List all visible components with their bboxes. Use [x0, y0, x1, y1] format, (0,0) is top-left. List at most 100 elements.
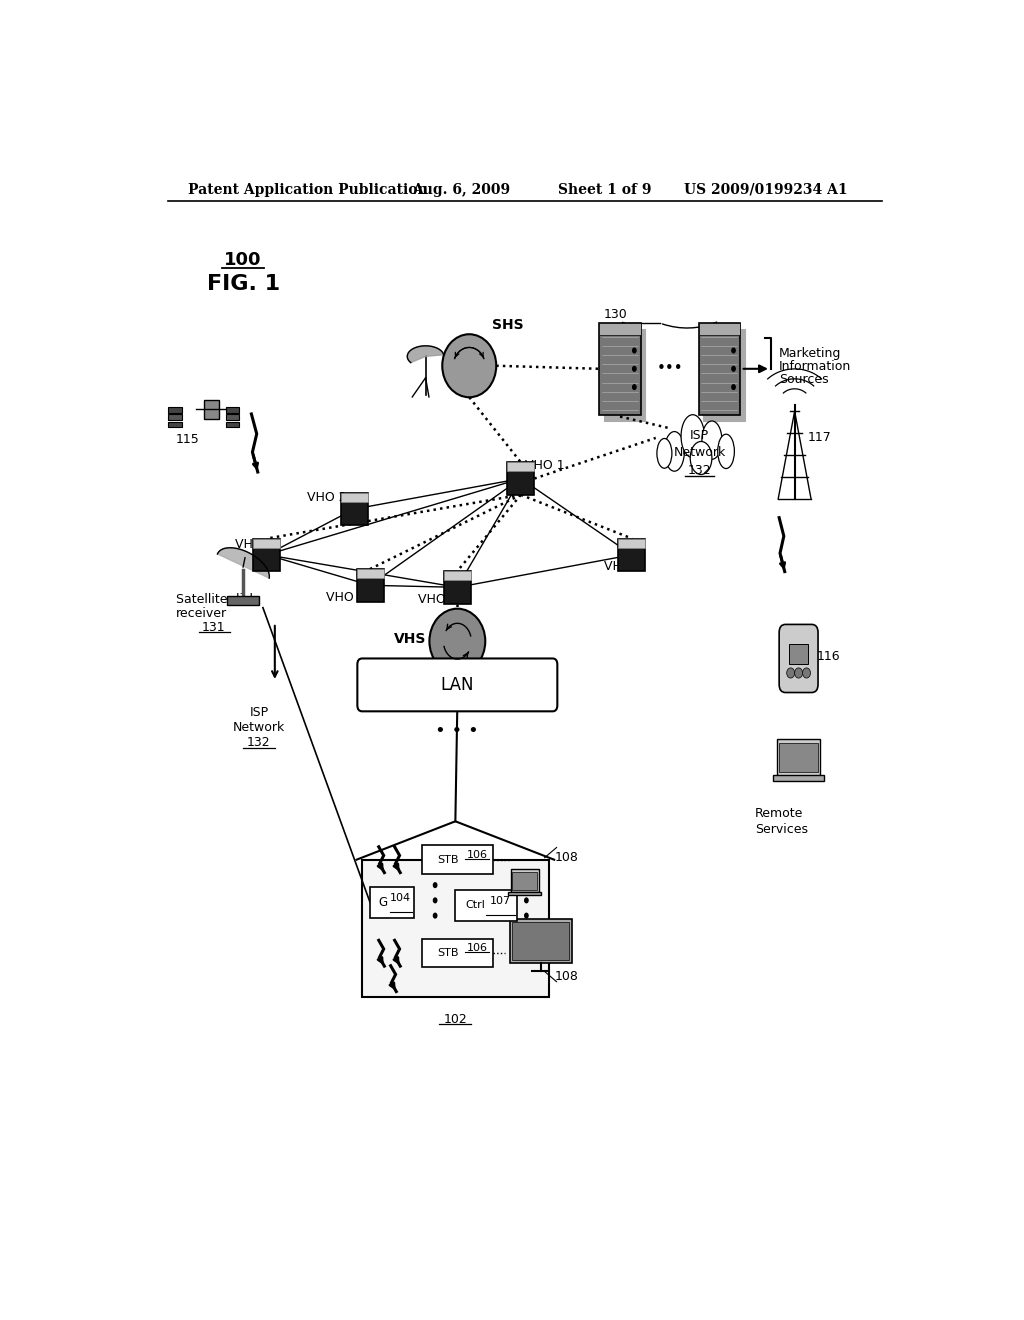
Polygon shape: [217, 548, 269, 578]
Circle shape: [433, 898, 437, 903]
FancyBboxPatch shape: [225, 422, 240, 428]
FancyBboxPatch shape: [341, 492, 368, 502]
Text: STB: STB: [437, 855, 459, 865]
FancyBboxPatch shape: [253, 539, 281, 548]
Text: FIG. 1: FIG. 1: [207, 275, 280, 294]
FancyBboxPatch shape: [512, 921, 569, 961]
FancyBboxPatch shape: [168, 414, 182, 420]
Text: 130: 130: [604, 308, 628, 321]
FancyBboxPatch shape: [779, 743, 818, 772]
Text: Satellite dish: Satellite dish: [176, 593, 257, 606]
Text: Aug. 6, 2009: Aug. 6, 2009: [412, 183, 510, 197]
Circle shape: [786, 668, 795, 678]
FancyBboxPatch shape: [507, 462, 535, 495]
FancyBboxPatch shape: [357, 659, 557, 711]
FancyBboxPatch shape: [511, 869, 539, 892]
Text: SHS: SHS: [492, 318, 523, 333]
FancyBboxPatch shape: [422, 939, 494, 968]
FancyBboxPatch shape: [508, 891, 542, 895]
Text: 131: 131: [202, 622, 225, 635]
Text: ISP: ISP: [690, 429, 709, 442]
Text: Information: Information: [778, 360, 851, 374]
FancyBboxPatch shape: [443, 572, 471, 581]
Text: VHS: VHS: [393, 632, 426, 647]
Text: 116: 116: [817, 649, 841, 663]
Ellipse shape: [718, 434, 734, 469]
Ellipse shape: [701, 421, 722, 459]
Circle shape: [632, 366, 637, 372]
Text: Network: Network: [232, 721, 285, 734]
FancyBboxPatch shape: [356, 569, 384, 578]
Circle shape: [795, 668, 803, 678]
FancyBboxPatch shape: [510, 919, 571, 964]
Text: 102: 102: [443, 1012, 467, 1026]
Text: 106: 106: [467, 850, 487, 859]
FancyBboxPatch shape: [227, 597, 259, 606]
Circle shape: [632, 384, 637, 391]
Text: G: G: [379, 896, 388, 909]
Text: ISP: ISP: [250, 706, 268, 719]
Circle shape: [524, 882, 528, 888]
FancyBboxPatch shape: [599, 323, 641, 335]
FancyBboxPatch shape: [168, 407, 182, 413]
Text: 100: 100: [224, 251, 262, 269]
Text: Sheet 1 of 9: Sheet 1 of 9: [558, 183, 651, 197]
Text: Ctrl: Ctrl: [466, 900, 485, 911]
Ellipse shape: [690, 441, 712, 474]
Text: 132: 132: [247, 737, 270, 750]
FancyBboxPatch shape: [362, 859, 549, 997]
FancyBboxPatch shape: [788, 644, 808, 664]
Circle shape: [731, 347, 736, 354]
FancyBboxPatch shape: [698, 323, 740, 335]
Circle shape: [731, 384, 736, 391]
Text: VHO 5: VHO 5: [418, 593, 458, 606]
FancyBboxPatch shape: [604, 329, 645, 421]
Text: 117: 117: [807, 432, 831, 445]
Text: VHO 6: VHO 6: [604, 561, 644, 573]
Ellipse shape: [656, 438, 672, 469]
FancyBboxPatch shape: [204, 400, 219, 420]
Text: Marketing: Marketing: [778, 347, 841, 360]
Ellipse shape: [429, 609, 485, 673]
FancyBboxPatch shape: [253, 539, 281, 572]
FancyBboxPatch shape: [618, 539, 645, 572]
FancyBboxPatch shape: [777, 739, 820, 776]
FancyBboxPatch shape: [341, 492, 368, 525]
Text: 108: 108: [555, 851, 579, 865]
FancyBboxPatch shape: [599, 323, 641, 414]
FancyBboxPatch shape: [422, 846, 494, 874]
Ellipse shape: [665, 432, 684, 471]
Text: 104: 104: [390, 894, 412, 903]
FancyBboxPatch shape: [618, 539, 645, 548]
Text: receiver: receiver: [176, 607, 226, 620]
Ellipse shape: [681, 414, 705, 458]
FancyBboxPatch shape: [455, 890, 517, 921]
Circle shape: [524, 912, 528, 919]
FancyBboxPatch shape: [779, 624, 818, 693]
Text: Network: Network: [673, 446, 726, 458]
FancyBboxPatch shape: [356, 569, 384, 602]
Text: 132: 132: [687, 463, 712, 477]
FancyBboxPatch shape: [507, 462, 535, 471]
Circle shape: [524, 898, 528, 903]
Ellipse shape: [442, 334, 497, 397]
Text: STB: STB: [437, 948, 459, 958]
Text: Services: Services: [755, 822, 808, 836]
FancyBboxPatch shape: [225, 414, 240, 420]
Text: Sources: Sources: [778, 374, 828, 387]
Text: 115: 115: [176, 433, 200, 446]
Circle shape: [803, 668, 811, 678]
Text: • • •: • • •: [435, 722, 479, 739]
Text: VHO 1: VHO 1: [524, 459, 564, 471]
Text: Patent Application Publication: Patent Application Publication: [187, 183, 427, 197]
Text: 108: 108: [555, 970, 579, 983]
Circle shape: [433, 912, 437, 919]
Text: 107: 107: [489, 896, 511, 907]
Polygon shape: [408, 346, 443, 363]
FancyBboxPatch shape: [703, 329, 744, 421]
FancyBboxPatch shape: [443, 572, 471, 603]
Circle shape: [731, 366, 736, 372]
Text: VHO 4: VHO 4: [327, 591, 366, 605]
FancyBboxPatch shape: [225, 407, 240, 413]
FancyBboxPatch shape: [370, 887, 414, 917]
